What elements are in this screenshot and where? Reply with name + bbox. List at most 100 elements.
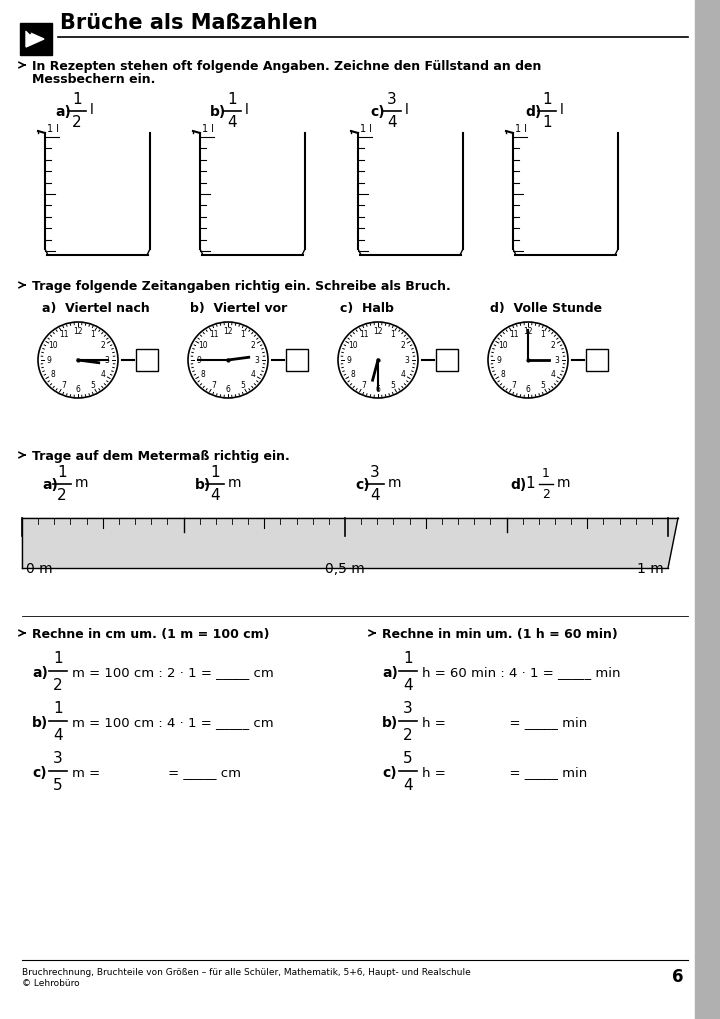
Text: 9: 9 — [497, 356, 501, 365]
Text: 5: 5 — [540, 381, 545, 389]
Text: 1: 1 — [53, 701, 63, 716]
Text: 4: 4 — [403, 777, 413, 793]
Text: 4: 4 — [403, 678, 413, 693]
Text: 10: 10 — [498, 341, 508, 350]
Text: 3: 3 — [370, 465, 380, 480]
Bar — [586, 348, 608, 371]
Text: 12: 12 — [223, 326, 233, 335]
Text: 9: 9 — [346, 356, 351, 365]
Text: 11: 11 — [359, 330, 368, 339]
Text: b): b) — [32, 716, 48, 730]
Text: m: m — [228, 476, 241, 490]
Text: h =               = _____ min: h = = _____ min — [422, 716, 588, 730]
Text: In Rezepten stehen oft folgende Angaben. Zeichne den Füllstand an den: In Rezepten stehen oft folgende Angaben.… — [32, 60, 541, 73]
Text: c): c) — [370, 105, 384, 119]
Text: 1 l: 1 l — [360, 124, 372, 135]
Text: 3: 3 — [255, 356, 259, 365]
Text: 1: 1 — [240, 330, 245, 339]
Text: 10: 10 — [348, 341, 358, 350]
Text: 1 l: 1 l — [47, 124, 59, 135]
Text: 4: 4 — [400, 370, 405, 379]
Text: 11: 11 — [209, 330, 218, 339]
Bar — [20, 23, 52, 55]
Text: 1: 1 — [540, 330, 545, 339]
Text: 1: 1 — [228, 92, 237, 107]
Text: d)  Volle Stunde: d) Volle Stunde — [490, 302, 602, 315]
Text: 2: 2 — [403, 728, 413, 743]
Text: 3: 3 — [104, 356, 109, 365]
Text: 6: 6 — [76, 384, 81, 393]
Text: 1 m: 1 m — [637, 562, 664, 576]
Bar — [136, 348, 158, 371]
Text: a): a) — [382, 666, 398, 680]
Text: 5: 5 — [403, 751, 413, 766]
Text: l: l — [245, 103, 249, 117]
Text: a)  Viertel nach: a) Viertel nach — [42, 302, 150, 315]
Text: 12: 12 — [73, 326, 83, 335]
Text: 1 l: 1 l — [515, 124, 527, 135]
Text: 4: 4 — [101, 370, 106, 379]
Text: 7: 7 — [61, 381, 66, 389]
Text: © Lehrobüro: © Lehrobüro — [22, 979, 80, 988]
Text: 6: 6 — [376, 384, 380, 393]
Text: Trage auf dem Metermaß richtig ein.: Trage auf dem Metermaß richtig ein. — [32, 450, 289, 463]
Text: 7: 7 — [211, 381, 216, 389]
Text: Messbechern ein.: Messbechern ein. — [32, 73, 156, 86]
Text: b): b) — [382, 716, 398, 730]
Text: 2: 2 — [542, 488, 550, 501]
Text: h =               = _____ min: h = = _____ min — [422, 766, 588, 780]
Text: 1: 1 — [542, 467, 550, 480]
Text: 5: 5 — [390, 381, 395, 389]
Text: 1: 1 — [90, 330, 95, 339]
Text: 1: 1 — [542, 115, 552, 130]
Text: 4: 4 — [251, 370, 256, 379]
Text: 1: 1 — [210, 465, 220, 480]
Text: l: l — [560, 103, 564, 117]
Text: m: m — [557, 476, 570, 490]
Text: 7: 7 — [361, 381, 366, 389]
Text: b): b) — [210, 105, 226, 119]
Text: d): d) — [525, 105, 541, 119]
Text: 1: 1 — [53, 651, 63, 666]
Text: 6: 6 — [225, 384, 230, 393]
Text: 3: 3 — [403, 701, 413, 716]
Text: 3: 3 — [554, 356, 559, 365]
Text: 4: 4 — [387, 115, 397, 130]
Text: 12: 12 — [373, 326, 383, 335]
Text: Bruchrechnung, Bruchteile von Größen – für alle Schüler, Mathematik, 5+6, Haupt-: Bruchrechnung, Bruchteile von Größen – f… — [22, 968, 471, 977]
Text: c): c) — [32, 766, 47, 780]
Text: 8: 8 — [500, 370, 505, 379]
Text: 11: 11 — [59, 330, 68, 339]
Text: 3: 3 — [53, 751, 63, 766]
Text: a): a) — [42, 478, 58, 492]
Bar — [695, 0, 720, 1019]
Text: m = 100 cm : 4 · 1 = _____ cm: m = 100 cm : 4 · 1 = _____ cm — [72, 716, 274, 730]
Text: 1: 1 — [542, 92, 552, 107]
Text: Brüche als Maßzahlen: Brüche als Maßzahlen — [60, 13, 318, 33]
Text: 5: 5 — [90, 381, 95, 389]
Text: l: l — [90, 103, 94, 117]
Text: 7: 7 — [511, 381, 516, 389]
Text: 1: 1 — [525, 476, 535, 490]
Text: 3: 3 — [387, 92, 397, 107]
Text: m: m — [75, 476, 89, 490]
Text: 8: 8 — [351, 370, 355, 379]
Text: 4: 4 — [370, 488, 380, 503]
Text: d): d) — [510, 478, 526, 492]
Text: c)  Halb: c) Halb — [340, 302, 394, 315]
Text: 5: 5 — [53, 777, 63, 793]
Text: h = 60 min : 4 · 1 = _____ min: h = 60 min : 4 · 1 = _____ min — [422, 666, 621, 680]
Text: 4: 4 — [53, 728, 63, 743]
Polygon shape — [22, 518, 678, 568]
Text: 6: 6 — [526, 384, 531, 393]
Text: 4: 4 — [210, 488, 220, 503]
Text: 1: 1 — [72, 92, 82, 107]
Text: 3: 3 — [405, 356, 410, 365]
Text: b): b) — [195, 478, 211, 492]
Text: 2: 2 — [101, 341, 106, 350]
Text: l: l — [405, 103, 409, 117]
Text: 2: 2 — [72, 115, 82, 130]
Text: a): a) — [32, 666, 48, 680]
Text: c): c) — [382, 766, 397, 780]
Text: 1: 1 — [403, 651, 413, 666]
